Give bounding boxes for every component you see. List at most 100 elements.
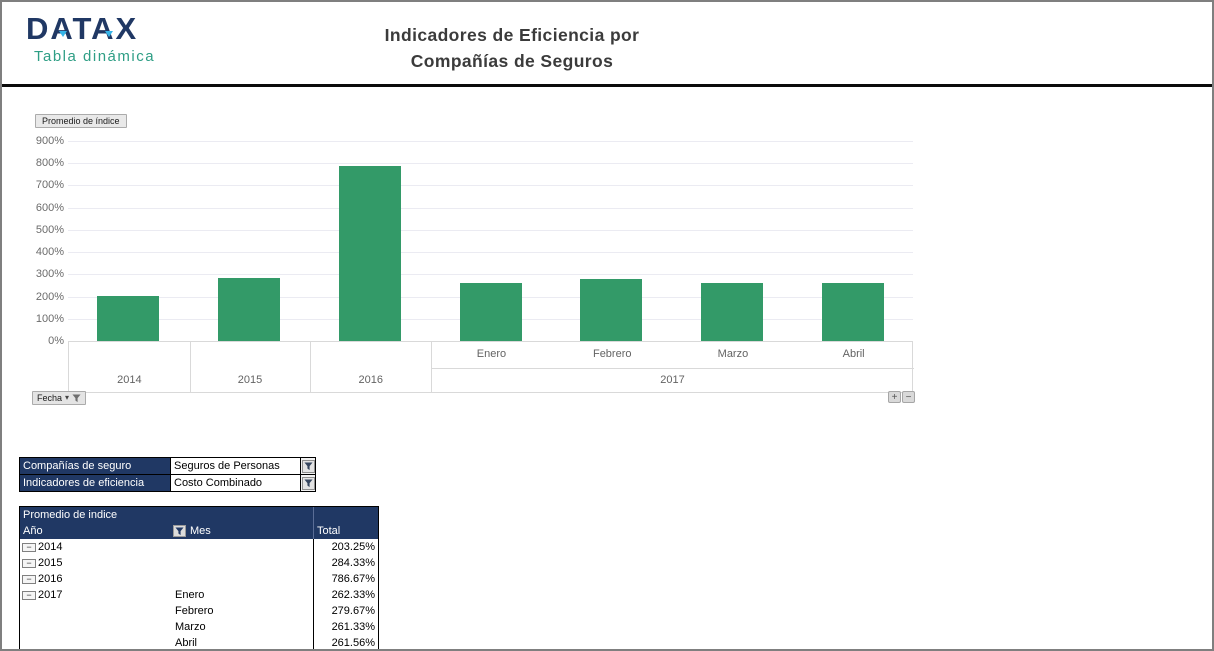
filter-row: Compañías de seguro Seguros de Personas: [20, 458, 315, 474]
pivot-month-cell: [173, 539, 313, 555]
pivot-data-row: Marzo 261.33%: [20, 619, 378, 635]
y-axis-tick-label: 900%: [35, 135, 64, 147]
pivot-column-year: Año: [23, 525, 43, 537]
axis-field-label: Fecha: [37, 393, 63, 403]
y-axis-tick-label: 0%: [48, 335, 64, 347]
bar-2016[interactable]: [338, 166, 401, 341]
y-gridline: [68, 252, 913, 254]
y-axis-tick-label: 800%: [35, 157, 64, 170]
collapse-button[interactable]: −: [22, 558, 36, 568]
pivot-month-cell: [173, 571, 313, 587]
pivot-total-cell: 262.33%: [313, 587, 378, 603]
logo-accent-icon: [59, 31, 67, 37]
y-axis-tick-label: 700%: [35, 179, 64, 192]
filter-dropdown-button[interactable]: [300, 458, 315, 474]
pivot-column-total: Total: [313, 523, 378, 539]
y-axis-tick-label: 400%: [35, 246, 64, 259]
collapse-button[interactable]: −: [22, 542, 36, 552]
pivot-month-cell: Febrero: [175, 605, 214, 617]
report-filters: Compañías de seguro Seguros de Personas In…: [19, 457, 316, 492]
y-axis-tick-label: 300%: [35, 268, 64, 281]
pivot-year-cell: [20, 635, 173, 649]
pivot-year-label: 2014: [38, 541, 63, 553]
filter-icon: [72, 393, 81, 402]
y-gridline: [68, 207, 913, 209]
y-axis-tick-label: 200%: [35, 290, 64, 303]
axis-year-label: 2014: [117, 374, 142, 386]
filter-field-label: Compañías de seguro: [20, 458, 170, 474]
category-axis: 2014 2015 2016 Enero Febrero Marzo Abril 2017: [68, 341, 914, 393]
expand-field-button[interactable]: +: [888, 391, 901, 403]
pivot-filter-button[interactable]: [173, 525, 186, 537]
pivot-year-cell: −2015: [20, 555, 173, 571]
pivot-year-label: 2016: [38, 573, 63, 585]
bar-Abril-2017[interactable]: [821, 282, 884, 341]
bar-Febrero-2017[interactable]: [580, 278, 643, 341]
pivot-column-month: Mes: [173, 523, 313, 539]
pivot-month-cell: Marzo: [175, 621, 206, 633]
logo-wordmark: DATAX: [26, 11, 139, 46]
pivot-data-row: −2016 786.67%: [20, 571, 378, 587]
y-gridline: [68, 229, 913, 231]
pivot-total-cell: 261.56%: [313, 635, 378, 649]
collapse-field-button[interactable]: −: [902, 391, 915, 403]
pivot-total-cell: 279.67%: [313, 603, 378, 619]
axis-tier-divider: [431, 368, 914, 369]
filter-row: Indicadores de eficiencia Costo Combinado: [20, 474, 315, 491]
axis-group-divider: [431, 342, 433, 392]
bar-Marzo-2017[interactable]: [700, 282, 763, 341]
filter-dropdown-button[interactable]: [300, 475, 315, 491]
pivot-total-cell: 261.33%: [313, 619, 378, 635]
pivot-month-cell: [173, 555, 313, 571]
axis-year-label: 2016: [358, 374, 383, 386]
pivot-header-title-row: Promedio de indice: [20, 507, 378, 523]
filter-dropdown-inner: [301, 459, 315, 473]
collapse-button[interactable]: −: [22, 574, 36, 584]
pivot-header-columns-row: Año Mes Total: [20, 523, 378, 539]
axis-group-divider: [310, 342, 312, 392]
page-title-line1: Indicadores de Eficiencia por: [384, 25, 640, 45]
axis-month-label: Enero: [476, 348, 507, 360]
y-gridline: [68, 274, 913, 276]
value-field-button[interactable]: Promedio de índice: [35, 114, 127, 128]
bar-2015[interactable]: [218, 277, 281, 341]
filter-dropdown-inner: [301, 476, 315, 490]
axis-month-label: Abril: [842, 348, 865, 360]
y-gridline: [68, 141, 913, 142]
pivot-table: Promedio de indice Año Mes Total −2014 203.25…: [19, 506, 379, 649]
pivot-data-row: Febrero 279.67%: [20, 603, 378, 619]
pivot-data-row: −2015 284.33%: [20, 555, 378, 571]
chevron-down-icon: ▾: [65, 393, 70, 402]
pivot-year-label: 2015: [38, 557, 63, 569]
axis-field-button[interactable]: Fecha ▾: [32, 391, 87, 405]
pivot-year-label: 2017: [38, 589, 63, 601]
filter-field-label: Indicadores de eficiencia: [20, 475, 170, 491]
y-gridline: [68, 163, 913, 165]
filter-icon: [175, 526, 184, 535]
pivot-year-cell: −2016: [20, 571, 173, 587]
datax-logo: DATAX Tabla dinámica: [26, 12, 206, 78]
filter-selected-value: Costo Combinado: [170, 475, 300, 491]
pivot-year-cell: −2017: [20, 587, 173, 603]
logo-text: DATAX: [26, 12, 206, 46]
pivot-data-row: Abril 261.56%: [20, 635, 378, 649]
y-axis-tick-label: 500%: [35, 223, 64, 236]
y-gridline: [68, 185, 913, 187]
logo-subtitle: Tabla dinámica: [34, 48, 156, 65]
filter-icon: [303, 478, 313, 487]
collapse-button[interactable]: −: [22, 590, 36, 600]
bar-Enero-2017[interactable]: [459, 282, 522, 341]
pivot-month-cell: Enero: [175, 589, 205, 601]
y-axis-tick-label: 100%: [35, 312, 64, 325]
header: DATAX Tabla dinámica Indicadores de Efic…: [2, 2, 1212, 87]
pivot-total-cell: 284.33%: [313, 555, 378, 571]
pivot-title-total-spacer: [313, 507, 378, 523]
axis-year-label: 2015: [237, 374, 263, 386]
bar-2014[interactable]: [97, 295, 160, 341]
filter-selected-value: Seguros de Personas: [170, 458, 300, 474]
filter-icon: [303, 461, 313, 470]
axis-year-label: 2017: [660, 374, 685, 386]
pivot-year-cell: [20, 619, 173, 635]
